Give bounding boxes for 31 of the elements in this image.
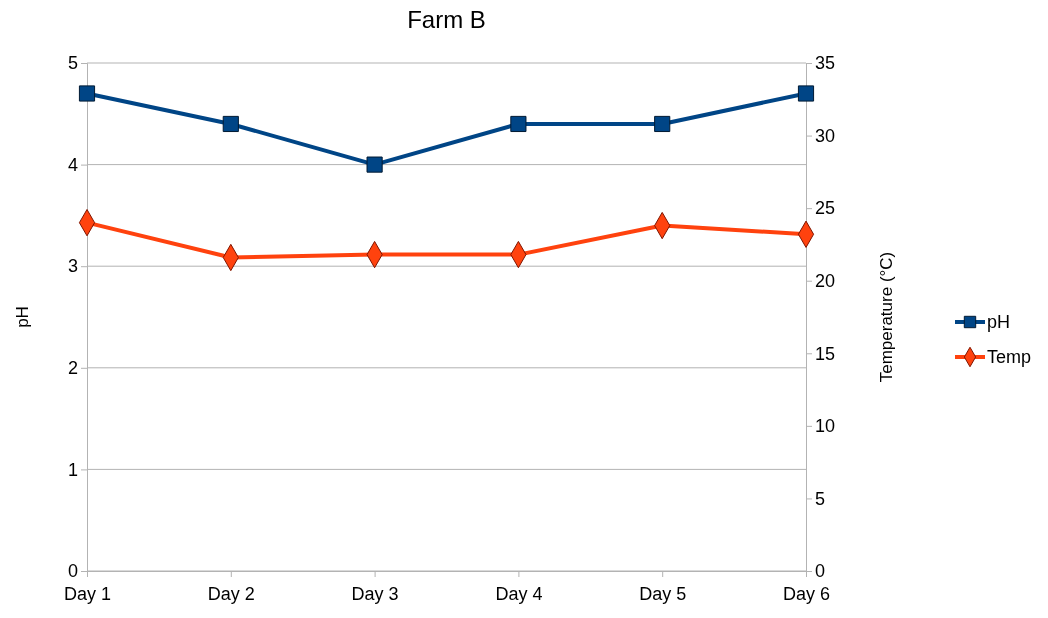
y2-tick-label: 20 xyxy=(815,270,836,291)
y-tick-label: 5 xyxy=(67,53,78,74)
y2-tick-label: 0 xyxy=(815,561,826,582)
y2-tick-label: 5 xyxy=(815,488,826,509)
x-tick-label: Day 1 xyxy=(63,583,112,604)
point xyxy=(78,85,96,102)
y2-axis-title: Temperature (°C) xyxy=(877,251,896,383)
y-tick-label: 1 xyxy=(67,459,78,480)
y-axis-title: pH xyxy=(13,306,32,328)
y-tick-label: 3 xyxy=(67,256,78,277)
x-tick-label: Day 3 xyxy=(351,583,399,604)
y2-tick-label: 15 xyxy=(815,343,836,364)
y2-tick-label: 10 xyxy=(815,416,836,437)
point xyxy=(797,85,815,102)
legend-label: Temp xyxy=(987,347,1032,368)
chart-title: Farm B xyxy=(407,6,486,33)
point xyxy=(510,115,527,133)
point xyxy=(222,115,239,133)
y-tick-label: 0 xyxy=(67,561,78,582)
point xyxy=(366,156,383,173)
y2-tick-label: 30 xyxy=(815,125,836,146)
point xyxy=(654,115,671,133)
y2-tick-label: 35 xyxy=(815,53,836,74)
legend-label: pH xyxy=(987,312,1011,333)
y-tick-label: 2 xyxy=(67,358,78,379)
y-tick-label: 4 xyxy=(67,154,78,175)
x-tick-label: Day 2 xyxy=(207,583,255,604)
x-tick-label: Day 5 xyxy=(639,583,687,604)
y2-tick-label: 25 xyxy=(815,198,836,219)
x-tick-label: Day 6 xyxy=(782,583,831,604)
x-tick-label: Day 4 xyxy=(495,583,543,604)
